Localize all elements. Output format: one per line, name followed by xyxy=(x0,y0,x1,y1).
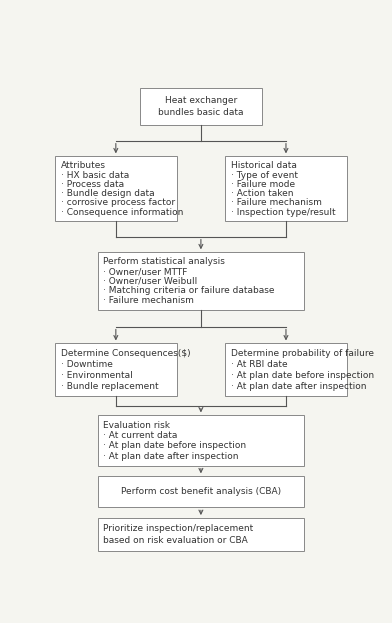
Text: · Failure mechanism: · Failure mechanism xyxy=(103,296,194,305)
Text: · Bundle replacement: · Bundle replacement xyxy=(60,382,158,391)
Text: · At current data: · At current data xyxy=(103,431,178,440)
Text: Prioritize inspection/replacement: Prioritize inspection/replacement xyxy=(103,524,253,533)
Text: · corrosive process factor: · corrosive process factor xyxy=(60,198,175,207)
Text: bundles basic data: bundles basic data xyxy=(158,108,244,117)
FancyBboxPatch shape xyxy=(98,518,304,551)
Text: Determine probability of failure: Determine probability of failure xyxy=(230,349,374,358)
Text: · At RBI date: · At RBI date xyxy=(230,360,287,369)
Text: · Process data: · Process data xyxy=(60,180,123,189)
Text: · Type of event: · Type of event xyxy=(230,171,298,179)
Text: · Inspection type/result: · Inspection type/result xyxy=(230,207,335,217)
Text: Attributes: Attributes xyxy=(60,161,105,170)
Text: · Environmental: · Environmental xyxy=(60,371,132,380)
FancyBboxPatch shape xyxy=(55,156,176,221)
FancyBboxPatch shape xyxy=(55,343,176,396)
Text: Perform cost benefit analysis (CBA): Perform cost benefit analysis (CBA) xyxy=(121,487,281,497)
Text: based on risk evaluation or CBA: based on risk evaluation or CBA xyxy=(103,536,248,545)
Text: · Bundle design data: · Bundle design data xyxy=(60,189,154,198)
Text: Determine Consequences($): Determine Consequences($) xyxy=(60,349,190,358)
Text: · Owner/user Weibull: · Owner/user Weibull xyxy=(103,277,197,286)
Text: · At plan date after inspection: · At plan date after inspection xyxy=(103,452,239,460)
Text: · Failure mode: · Failure mode xyxy=(230,180,295,189)
FancyBboxPatch shape xyxy=(225,343,347,396)
Text: Historical data: Historical data xyxy=(230,161,296,170)
Text: Perform statistical analysis: Perform statistical analysis xyxy=(103,257,225,267)
Text: · Matching criteria or failure database: · Matching criteria or failure database xyxy=(103,287,274,295)
Text: · At plan date after inspection: · At plan date after inspection xyxy=(230,382,366,391)
Text: · Action taken: · Action taken xyxy=(230,189,293,198)
Text: · HX basic data: · HX basic data xyxy=(60,171,129,179)
FancyBboxPatch shape xyxy=(225,156,347,221)
Text: · Failure mechanism: · Failure mechanism xyxy=(230,198,321,207)
FancyBboxPatch shape xyxy=(140,88,261,125)
Text: Heat exchanger: Heat exchanger xyxy=(165,96,237,105)
Text: Evaluation risk: Evaluation risk xyxy=(103,421,170,430)
FancyBboxPatch shape xyxy=(98,476,304,508)
FancyBboxPatch shape xyxy=(98,416,304,466)
Text: · Downtime: · Downtime xyxy=(60,360,113,369)
Text: · Owner/user MTTF: · Owner/user MTTF xyxy=(103,267,187,276)
Text: · Consequence information: · Consequence information xyxy=(60,207,183,217)
FancyBboxPatch shape xyxy=(98,252,304,310)
Text: · At plan date before inspection: · At plan date before inspection xyxy=(103,441,246,450)
Text: · At plan date before inspection: · At plan date before inspection xyxy=(230,371,374,380)
